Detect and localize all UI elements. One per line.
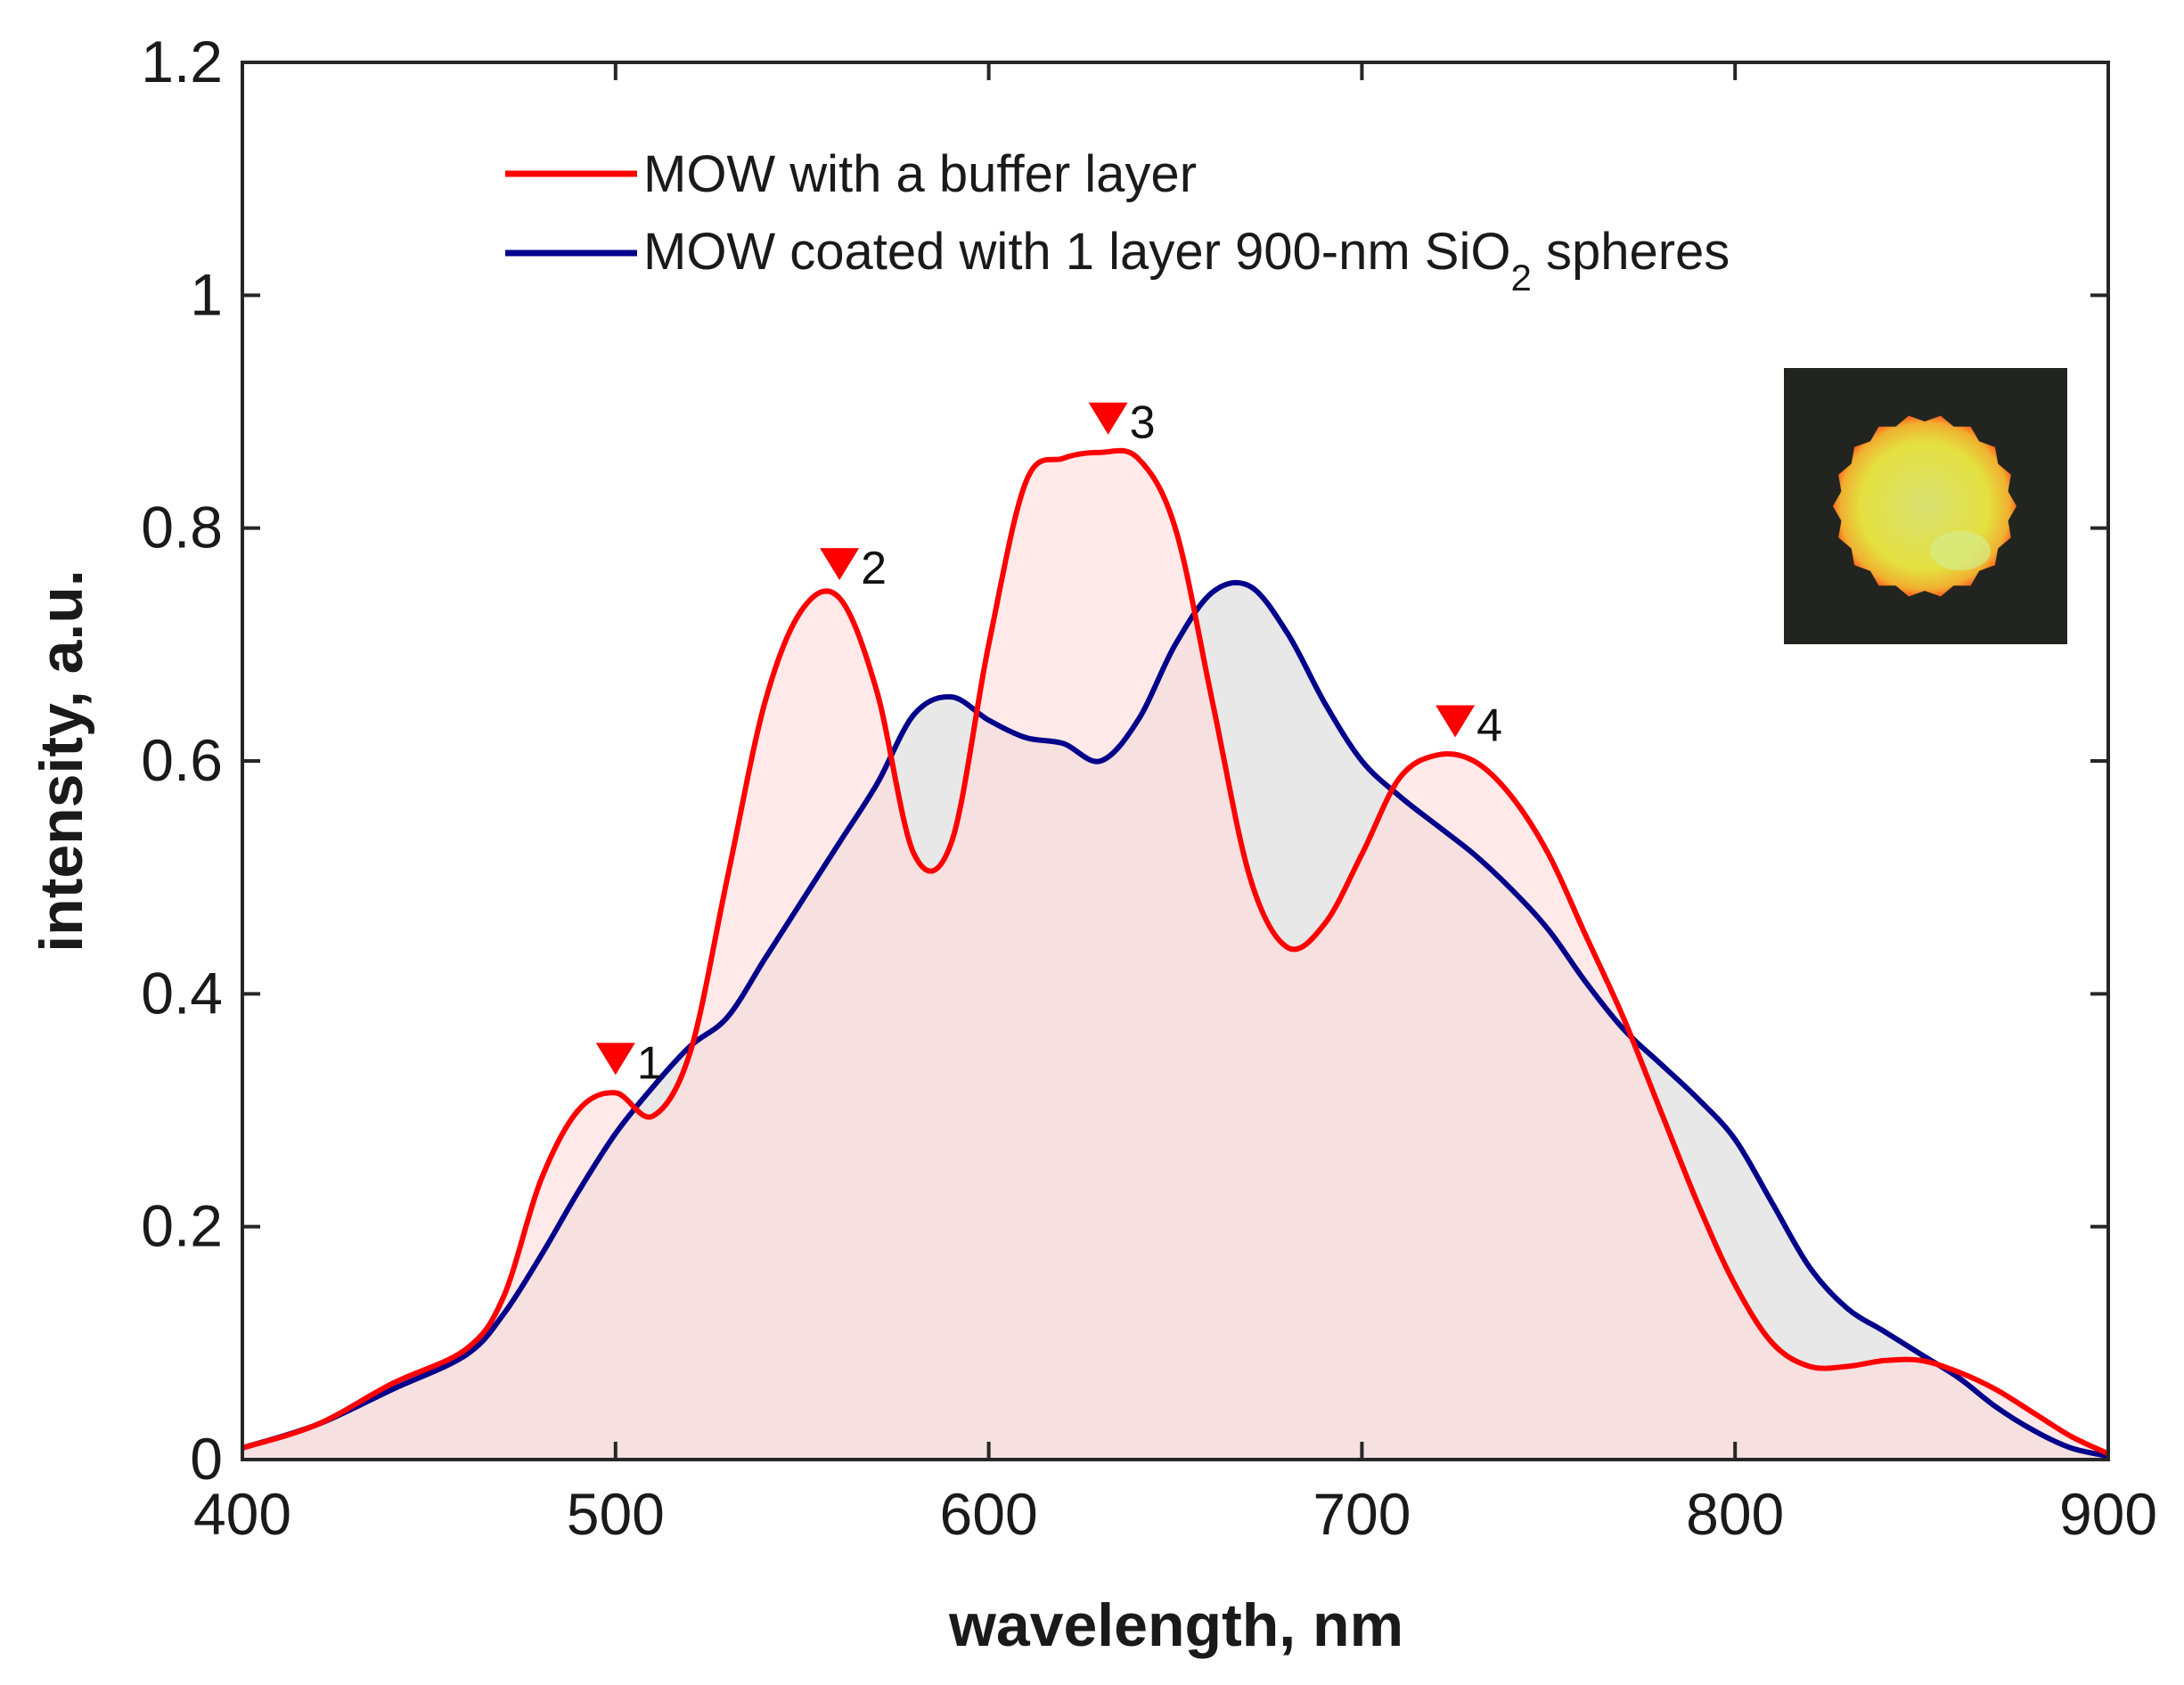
x-tick-label: 800 — [1686, 1481, 1784, 1547]
peak-markers: 1 2 3 4 — [595, 397, 1502, 1089]
peak-marker-1 — [595, 1043, 635, 1076]
y-tick-labels: 0 0.2 0.4 0.6 0.8 1 1.2 — [141, 29, 223, 1492]
y-tick-label: 0.4 — [141, 960, 223, 1026]
series-line-1 — [242, 579, 2108, 1460]
x-tick-label: 500 — [567, 1481, 665, 1547]
y-tick-label: 0.2 — [141, 1193, 223, 1259]
x-tick-label: 700 — [1313, 1481, 1411, 1547]
axis-ticks — [241, 61, 2110, 1461]
y-tick-label: 0.8 — [141, 495, 223, 560]
legend: MOW with a buffer layer MOW coated with … — [505, 145, 1730, 299]
peak-label-3: 3 — [1130, 397, 1156, 449]
x-tick-label: 400 — [193, 1481, 291, 1547]
peak-label-2: 2 — [861, 543, 887, 594]
y-tick-label: 1 — [190, 261, 223, 327]
series-area-0 — [242, 450, 2108, 1460]
peak-marker-4 — [1436, 705, 1476, 738]
peak-label-1: 1 — [637, 1037, 663, 1089]
inset-photo — [1784, 368, 2067, 644]
series-areas — [242, 450, 2108, 1460]
legend-label-sio2-coated: MOW coated with 1 layer 900-nm SiO2 sphe… — [643, 223, 1730, 299]
peak-label-4: 4 — [1476, 699, 1502, 751]
inset-disc-highlight — [1930, 531, 1991, 570]
x-tick-label: 600 — [940, 1481, 1038, 1547]
x-tick-label: 900 — [2059, 1481, 2157, 1547]
series-lines — [242, 447, 2108, 1460]
legend-label-buffer-layer: MOW with a buffer layer — [643, 145, 1197, 203]
x-tick-labels: 400 500 600 700 800 900 — [193, 1481, 2157, 1547]
y-tick-label: 1.2 — [141, 29, 223, 94]
y-tick-label: 0 — [190, 1426, 223, 1492]
y-tick-label: 0.6 — [141, 727, 223, 793]
peak-marker-2 — [820, 548, 860, 581]
series-line-0 — [242, 447, 2108, 1457]
peak-marker-3 — [1088, 402, 1128, 435]
y-axis-title: intensity, a.u. — [28, 569, 95, 952]
x-axis-title: wavelength, nm — [948, 1591, 1403, 1659]
